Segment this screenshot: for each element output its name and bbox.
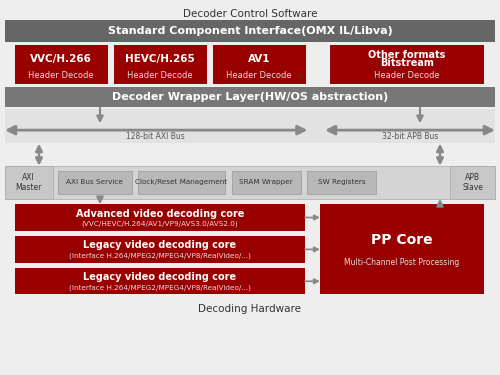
Bar bbox=[330, 45, 484, 84]
Bar bbox=[138, 171, 225, 194]
Text: AXI Bus Service: AXI Bus Service bbox=[66, 179, 123, 185]
Bar bbox=[5, 20, 495, 42]
Text: Advanced video decoding core: Advanced video decoding core bbox=[76, 209, 244, 219]
Bar bbox=[15, 45, 108, 84]
Text: AV1: AV1 bbox=[248, 54, 270, 64]
Text: 128-bit AXI Bus: 128-bit AXI Bus bbox=[126, 132, 184, 141]
Bar bbox=[320, 204, 484, 294]
Text: Decoder Wrapper Layer(HW/OS abstraction): Decoder Wrapper Layer(HW/OS abstraction) bbox=[112, 92, 388, 102]
Bar bbox=[15, 236, 305, 262]
Text: AXI
Master: AXI Master bbox=[16, 172, 42, 192]
Bar bbox=[5, 166, 495, 199]
Bar bbox=[5, 109, 495, 142]
Bar bbox=[213, 45, 306, 84]
Text: SW Registers: SW Registers bbox=[318, 179, 366, 185]
Text: Other formats: Other formats bbox=[368, 50, 446, 60]
Text: Header Decode: Header Decode bbox=[226, 71, 292, 80]
Bar bbox=[450, 166, 495, 199]
Bar bbox=[232, 171, 300, 194]
Bar bbox=[114, 45, 206, 84]
Text: Standard Component Interface(OMX IL/Libva): Standard Component Interface(OMX IL/Libv… bbox=[108, 26, 393, 36]
Text: 32-bit APB Bus: 32-bit APB Bus bbox=[382, 132, 438, 141]
Bar bbox=[58, 171, 132, 194]
Text: Decoder Control Software: Decoder Control Software bbox=[183, 9, 318, 19]
Bar bbox=[5, 166, 52, 199]
Text: VVC/H.266: VVC/H.266 bbox=[30, 54, 92, 64]
Bar bbox=[15, 204, 305, 231]
Bar bbox=[307, 171, 376, 194]
Text: SRAM Wrapper: SRAM Wrapper bbox=[239, 179, 293, 185]
Text: (VVC/HEVC/H.264/AV1/VP9/AVS3.0/AVS2.0): (VVC/HEVC/H.264/AV1/VP9/AVS3.0/AVS2.0) bbox=[82, 221, 238, 227]
Text: (Interface H.264/MPEG2/MPEG4/VP8/RealVideo/...): (Interface H.264/MPEG2/MPEG4/VP8/RealVid… bbox=[69, 285, 251, 291]
Text: Header Decode: Header Decode bbox=[128, 71, 193, 80]
Text: Legacy video decoding core: Legacy video decoding core bbox=[84, 240, 236, 250]
Text: Decoding Hardware: Decoding Hardware bbox=[198, 304, 302, 314]
Text: Header Decode: Header Decode bbox=[28, 71, 94, 80]
Bar bbox=[15, 268, 305, 294]
Text: PP Core: PP Core bbox=[371, 233, 433, 248]
Text: Bitstream: Bitstream bbox=[380, 58, 434, 68]
Text: APB
Slave: APB Slave bbox=[462, 172, 483, 192]
Text: Legacy video decoding core: Legacy video decoding core bbox=[84, 272, 236, 282]
Bar bbox=[5, 87, 495, 107]
Text: Clock/Reset Management: Clock/Reset Management bbox=[135, 179, 228, 185]
Text: Header Decode: Header Decode bbox=[374, 71, 440, 80]
Text: Multi-Channel Post Processing: Multi-Channel Post Processing bbox=[344, 258, 460, 267]
Text: HEVC/H.265: HEVC/H.265 bbox=[126, 54, 195, 64]
Text: (Interface H.264/MPEG2/MPEG4/VP8/RealVideo/...): (Interface H.264/MPEG2/MPEG4/VP8/RealVid… bbox=[69, 253, 251, 259]
